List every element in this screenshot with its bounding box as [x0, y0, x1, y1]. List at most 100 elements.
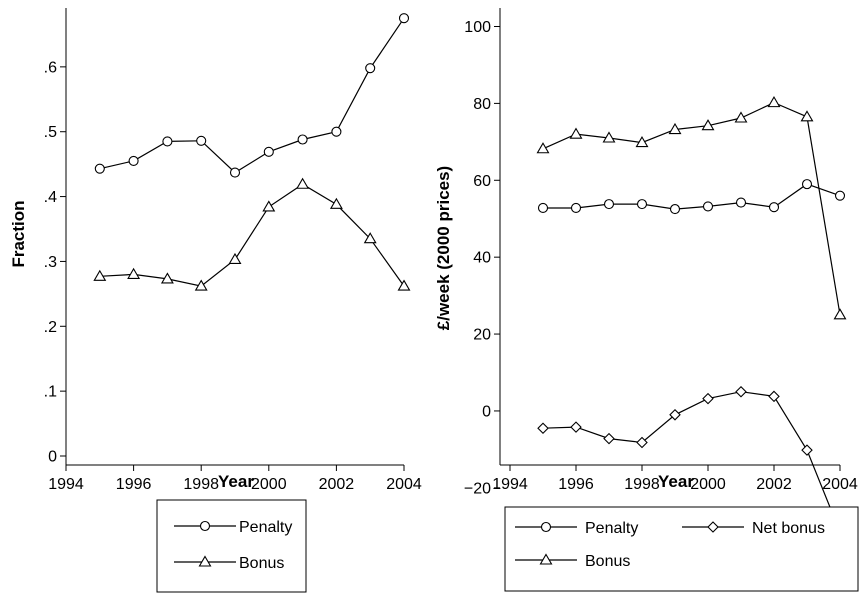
bonus-point: [569, 127, 583, 139]
legend-penalty-marker: [540, 521, 552, 533]
legend-penalty-marker: [199, 520, 211, 532]
bonus-point: [127, 267, 141, 279]
bonus-point: [701, 119, 715, 131]
y-tick-label: 80: [473, 96, 491, 113]
bonus-point: [160, 272, 174, 284]
legend-bonus-label: Bonus: [239, 555, 284, 572]
x-tick-label: 1998: [183, 476, 219, 493]
legend-bonus-marker: [539, 553, 553, 565]
legend-penalty-label: Penalty: [585, 520, 638, 537]
bonus-point: [296, 177, 310, 189]
bonus-point: [734, 111, 748, 123]
bonus-point: [194, 279, 208, 291]
penalty-point: [537, 202, 549, 214]
x-tick-label: 1994: [492, 476, 528, 493]
y-tick-label: .5: [44, 124, 57, 141]
bonus-point: [329, 197, 343, 209]
penalty-point: [196, 135, 207, 146]
bonus-point: [363, 232, 377, 244]
net-bonus-point: [702, 392, 714, 405]
penalty-point: [297, 134, 308, 145]
y-tick-label: 60: [473, 173, 491, 190]
penalty-point: [735, 197, 747, 208]
legend-penalty-label: Penalty: [239, 519, 292, 536]
penalty-point: [365, 63, 376, 74]
net-bonus-point: [669, 409, 681, 421]
y-tick-label: 100: [464, 19, 491, 36]
x-tick-label: 2000: [251, 476, 287, 493]
penalty-point: [94, 163, 105, 174]
penalty-point: [603, 199, 615, 210]
bonus-point: [668, 122, 682, 135]
y-tick-label: 40: [473, 250, 491, 267]
penalty-point: [570, 202, 582, 214]
penalty-series-line: [543, 183, 841, 210]
bonus-point: [833, 308, 847, 320]
x-tick-label: 1996: [558, 476, 594, 493]
y-tick-label: .6: [44, 59, 57, 76]
x-tick-label: 1996: [116, 476, 152, 493]
penalty-point: [263, 146, 274, 157]
bonus-series-line: [542, 101, 841, 315]
penalty-point: [801, 179, 813, 190]
y-tick-label: .3: [44, 254, 57, 271]
bonus-point: [602, 131, 616, 143]
net-bonus-series-line: [542, 391, 841, 533]
bonus-point: [262, 200, 276, 212]
right-x-axis-title: Year: [658, 472, 694, 491]
x-tick-label: 2002: [756, 476, 792, 493]
net-bonus-point: [636, 436, 648, 449]
bonus-point: [397, 279, 411, 291]
penalty-point: [128, 155, 139, 166]
bonus-series-line: [99, 183, 405, 287]
weekly-amount-chart-panel: £/week (2000 prices) Year −20 0 20 40 60 80 10…: [434, 8, 859, 592]
penalty-point: [162, 136, 173, 147]
y-tick-label: 0: [48, 449, 57, 466]
penalty-point: [768, 202, 780, 213]
penalty-series-line: [99, 17, 405, 174]
net-bonus-point: [768, 390, 780, 403]
y-tick-label: 20: [473, 327, 491, 344]
legend-bonus-marker: [198, 555, 212, 567]
bonus-point: [767, 96, 781, 108]
net-bonus-point: [735, 385, 747, 398]
bonus-point: [228, 252, 242, 265]
legend-net-bonus-marker: [707, 521, 719, 533]
legend-box: [156, 499, 307, 593]
bonus-point: [800, 110, 814, 122]
penalty-point: [398, 13, 410, 24]
y-tick-label: 0: [482, 403, 491, 420]
legend-bonus-label: Bonus: [585, 553, 630, 570]
right-y-axis-title: £/week (2000 prices): [434, 166, 453, 330]
penalty-point: [331, 126, 342, 137]
penalty-point: [669, 204, 681, 215]
net-bonus-point: [603, 432, 615, 445]
bonus-point: [635, 136, 649, 148]
left-y-axis-title: Fraction: [9, 200, 28, 267]
y-tick-label: .4: [44, 189, 57, 206]
y-tick-label: .2: [44, 319, 57, 336]
y-tick-label: .1: [44, 384, 57, 401]
x-tick-label: 1994: [48, 476, 84, 493]
penalty-point: [229, 167, 241, 178]
x-tick-label: 2004: [386, 476, 422, 493]
net-bonus-point: [537, 422, 549, 435]
penalty-point: [834, 190, 846, 201]
y-tick-label: −20: [464, 480, 491, 497]
legend-box: [504, 506, 859, 592]
x-tick-label: 2004: [822, 476, 858, 493]
penalty-point: [702, 201, 714, 212]
left-x-axis-title: Year: [218, 472, 254, 491]
x-tick-label: 1998: [624, 476, 660, 493]
net-bonus-point: [570, 421, 582, 433]
fraction-chart-panel: Fraction Year 0 .1 .2 .3 .4 .5 .6 1994 1996 1998 2…: [9, 8, 422, 593]
net-bonus-point: [801, 444, 813, 456]
x-tick-label: 2000: [690, 476, 726, 493]
bonus-point: [93, 269, 107, 281]
x-tick-label: 2002: [319, 476, 355, 493]
bonus-point: [536, 142, 550, 154]
penalty-point: [636, 199, 648, 210]
legend-net-bonus-label: Net bonus: [752, 520, 825, 537]
